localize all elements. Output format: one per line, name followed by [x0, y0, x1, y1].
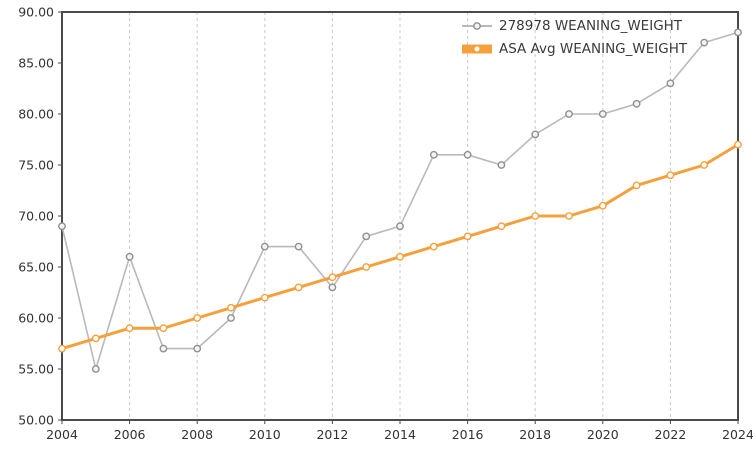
data-point-marker	[429, 150, 438, 159]
legend-item: 278978 WEANING_WEIGHT	[462, 18, 683, 34]
data-point-marker	[328, 273, 337, 282]
y-axis: 50.00 55.00 60.00 65.00 70.00 75.00 80.00 85.00…	[18, 5, 62, 428]
data-point-marker	[294, 283, 303, 292]
data-point-marker	[632, 181, 641, 190]
data-point-marker	[666, 79, 675, 88]
data-point-marker	[91, 334, 100, 343]
data-point-marker	[497, 161, 506, 169]
data-point-marker	[58, 344, 66, 353]
data-point-marker	[463, 150, 472, 159]
legend-item: ASA Avg WEANING_WEIGHT	[462, 41, 688, 57]
x-axis-tick-label: 2012	[316, 427, 348, 442]
data-point-marker	[159, 344, 168, 353]
series-0	[58, 28, 742, 373]
series-1	[58, 140, 742, 353]
x-axis-tick-label: 2014	[384, 427, 416, 442]
x-axis-tick-label: 2024	[722, 427, 753, 442]
data-point-marker	[396, 252, 404, 261]
data-point-marker	[396, 222, 404, 231]
y-axis-tick-label: 80.00	[18, 107, 54, 122]
data-point-marker	[227, 303, 235, 312]
data-point-marker	[497, 222, 506, 231]
data-point-marker	[294, 242, 303, 251]
x-axis-tick-label: 2018	[519, 427, 551, 442]
y-axis-tick-label: 60.00	[18, 311, 54, 326]
y-axis-tick-label: 55.00	[18, 362, 54, 377]
x-axis-tick-label: 2022	[654, 427, 686, 442]
data-point-marker	[531, 212, 540, 220]
data-point-marker	[565, 110, 573, 118]
data-point-marker	[260, 242, 269, 251]
data-point-marker	[260, 293, 269, 302]
data-point-marker	[734, 28, 742, 37]
data-point-marker	[362, 263, 371, 271]
y-axis-tick-label: 65.00	[18, 260, 54, 275]
x-axis: 2004 2006 2008 2010 2012 2014 2016 2018 2020 2022…	[46, 420, 753, 442]
x-axis-tick-label: 2016	[452, 427, 484, 442]
x-axis-tick-label: 2020	[587, 427, 619, 442]
data-point-marker	[734, 140, 742, 149]
data-point-marker	[159, 324, 168, 333]
data-point-marker	[58, 222, 66, 231]
data-point-marker	[700, 38, 709, 47]
x-axis-tick-label: 2008	[181, 427, 213, 442]
data-point-marker	[463, 232, 472, 241]
x-axis-tick-label: 2004	[46, 427, 78, 442]
legend-symbol-marker	[473, 22, 481, 30]
data-point-marker	[125, 324, 134, 333]
y-axis-tick-label: 50.00	[18, 413, 54, 428]
y-axis-tick-label: 90.00	[18, 5, 54, 20]
legend-label: 278978 WEANING_WEIGHT	[499, 18, 683, 34]
data-point-marker	[632, 99, 641, 108]
data-point-marker	[666, 171, 675, 180]
data-point-marker	[531, 130, 540, 139]
data-point-marker	[193, 344, 202, 353]
x-axis-tick-label: 2006	[114, 427, 146, 442]
y-axis-tick-label: 85.00	[18, 56, 54, 71]
data-point-marker	[125, 252, 134, 261]
data-point-marker	[328, 283, 337, 292]
data-point-marker	[91, 365, 100, 373]
data-point-marker	[598, 201, 607, 210]
legend: 278978 WEANING_WEIGHT ASA Avg WEANING_WEI…	[462, 18, 688, 57]
y-axis-tick-label: 75.00	[18, 158, 54, 173]
data-point-marker	[700, 161, 709, 169]
x-axis-tick-label: 2010	[249, 427, 281, 442]
legend-label: ASA Avg WEANING_WEIGHT	[499, 41, 688, 57]
legend-symbol-marker	[473, 45, 481, 53]
data-point-marker	[429, 242, 438, 251]
data-point-marker	[565, 212, 573, 220]
data-point-marker	[598, 110, 607, 118]
data-point-marker	[193, 314, 202, 322]
data-point-marker	[362, 232, 371, 241]
data-point-marker	[227, 314, 235, 322]
y-axis-tick-label: 70.00	[18, 209, 54, 224]
